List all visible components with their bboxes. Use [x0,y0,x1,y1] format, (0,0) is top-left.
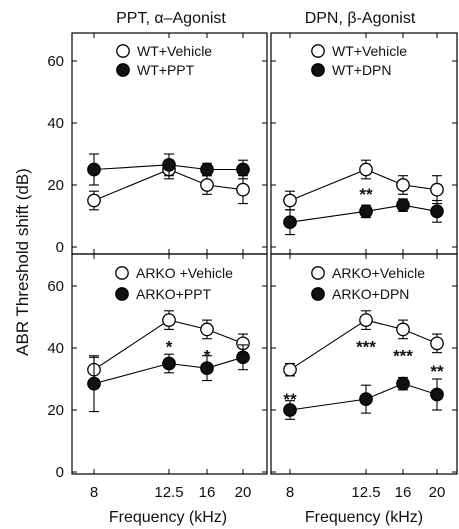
y-tick-label: 0 [56,464,64,481]
x-tick-label: 12.5 [351,484,380,501]
filled-data-point [162,158,176,172]
filled-data-point [236,162,250,177]
y-tick-label: 60 [47,278,64,295]
filled-data-point [430,387,444,402]
open-data-point [396,178,410,192]
filled-data-point [87,376,101,391]
filled-data-point [162,356,176,371]
open-data-point [236,182,250,197]
open-data-point [430,336,444,351]
open-data-point [200,178,214,192]
x-tick-label: 8 [90,484,98,501]
filled-data-point [396,198,410,212]
series-line [289,204,438,223]
y-tick-label: 40 [47,340,64,357]
legend-label: WT+DPN [332,62,392,78]
panel-frame [270,253,458,475]
filled-data-point [87,162,101,177]
x-tick-label: 20 [235,484,252,501]
y-tick-label: 20 [47,402,64,419]
y-tick-label: 40 [47,115,64,132]
x-tick-label: 16 [395,484,412,501]
panel-title-top-left: PPT, α–Agonist [116,10,226,27]
filled-data-point [200,162,214,177]
filled-data-point [283,215,297,230]
open-data-point [283,193,297,208]
legend-marker [311,63,325,77]
series-line [93,319,244,371]
series-line [93,164,243,171]
legend-marker [116,44,130,58]
x-tick-label: 8 [286,484,294,501]
significance-annotation: * [166,337,173,356]
y-tick-label: 0 [56,239,64,256]
x-axis-label-left: Frequency (kHz) [109,509,227,526]
legend-marker [311,287,325,301]
significance-annotation: ** [430,362,444,381]
legend-label: ARKO+DPN [332,286,409,302]
open-data-point [396,322,410,337]
panel-top-left: 0 20 40 60 WT+Vehicle WT+PPT [47,32,268,256]
filled-data-point [200,361,214,375]
open-data-point [200,322,214,337]
panel-title-top-right: DPN, β-Agonist [305,10,416,27]
legend-label: WT+PPT [137,62,195,78]
legend-marker [115,287,129,301]
legend-label: WT+Vehicle [137,43,212,59]
open-data-point [162,313,176,327]
legend-marker [115,266,129,280]
y-tick-label: 60 [47,53,64,70]
legend-marker [311,44,325,58]
filled-data-point [283,403,297,417]
y-tick-label: 20 [47,177,64,194]
x-tick-label: 12.5 [154,484,183,501]
open-data-point [359,162,373,177]
y-axis-label: ABR Threshold shift (dB) [13,168,32,356]
significance-annotation: ** [359,185,373,204]
series-line [289,168,438,202]
series-line [93,168,244,202]
legend-label: ARKO+PPT [136,286,212,302]
legend-label: ARKO+Vehicle [332,265,425,281]
open-data-point [283,362,297,377]
filled-data-point [359,204,373,219]
x-tick-label: 20 [429,484,446,501]
significance-annotation: *** [356,337,376,356]
series-line [289,383,438,411]
legend-marker [116,63,130,77]
legend-marker [311,266,325,280]
open-data-point [359,313,373,327]
open-data-point [430,182,444,197]
filled-data-point [236,350,250,365]
filled-data-point [396,376,410,391]
significance-annotation: ** [283,390,297,409]
series-line [93,356,244,385]
x-axis-label-right: Frequency (kHz) [305,509,423,526]
panel-top-right: WT+Vehicle WT+DPN ** [270,32,458,255]
filled-data-point [359,392,373,406]
legend-label: WT+Vehicle [332,43,407,59]
significance-annotation: * [204,347,211,366]
x-tick-label: 16 [199,484,216,501]
legend-label: ARKO +Vehicle [136,265,233,281]
open-data-point [87,193,101,208]
panel-bottom-left: 0 20 40 60 ARKO +Vehicle ARKO+PPT * * [47,253,268,481]
filled-data-point [430,204,444,219]
series-line [289,319,438,371]
significance-annotation: *** [393,347,413,366]
